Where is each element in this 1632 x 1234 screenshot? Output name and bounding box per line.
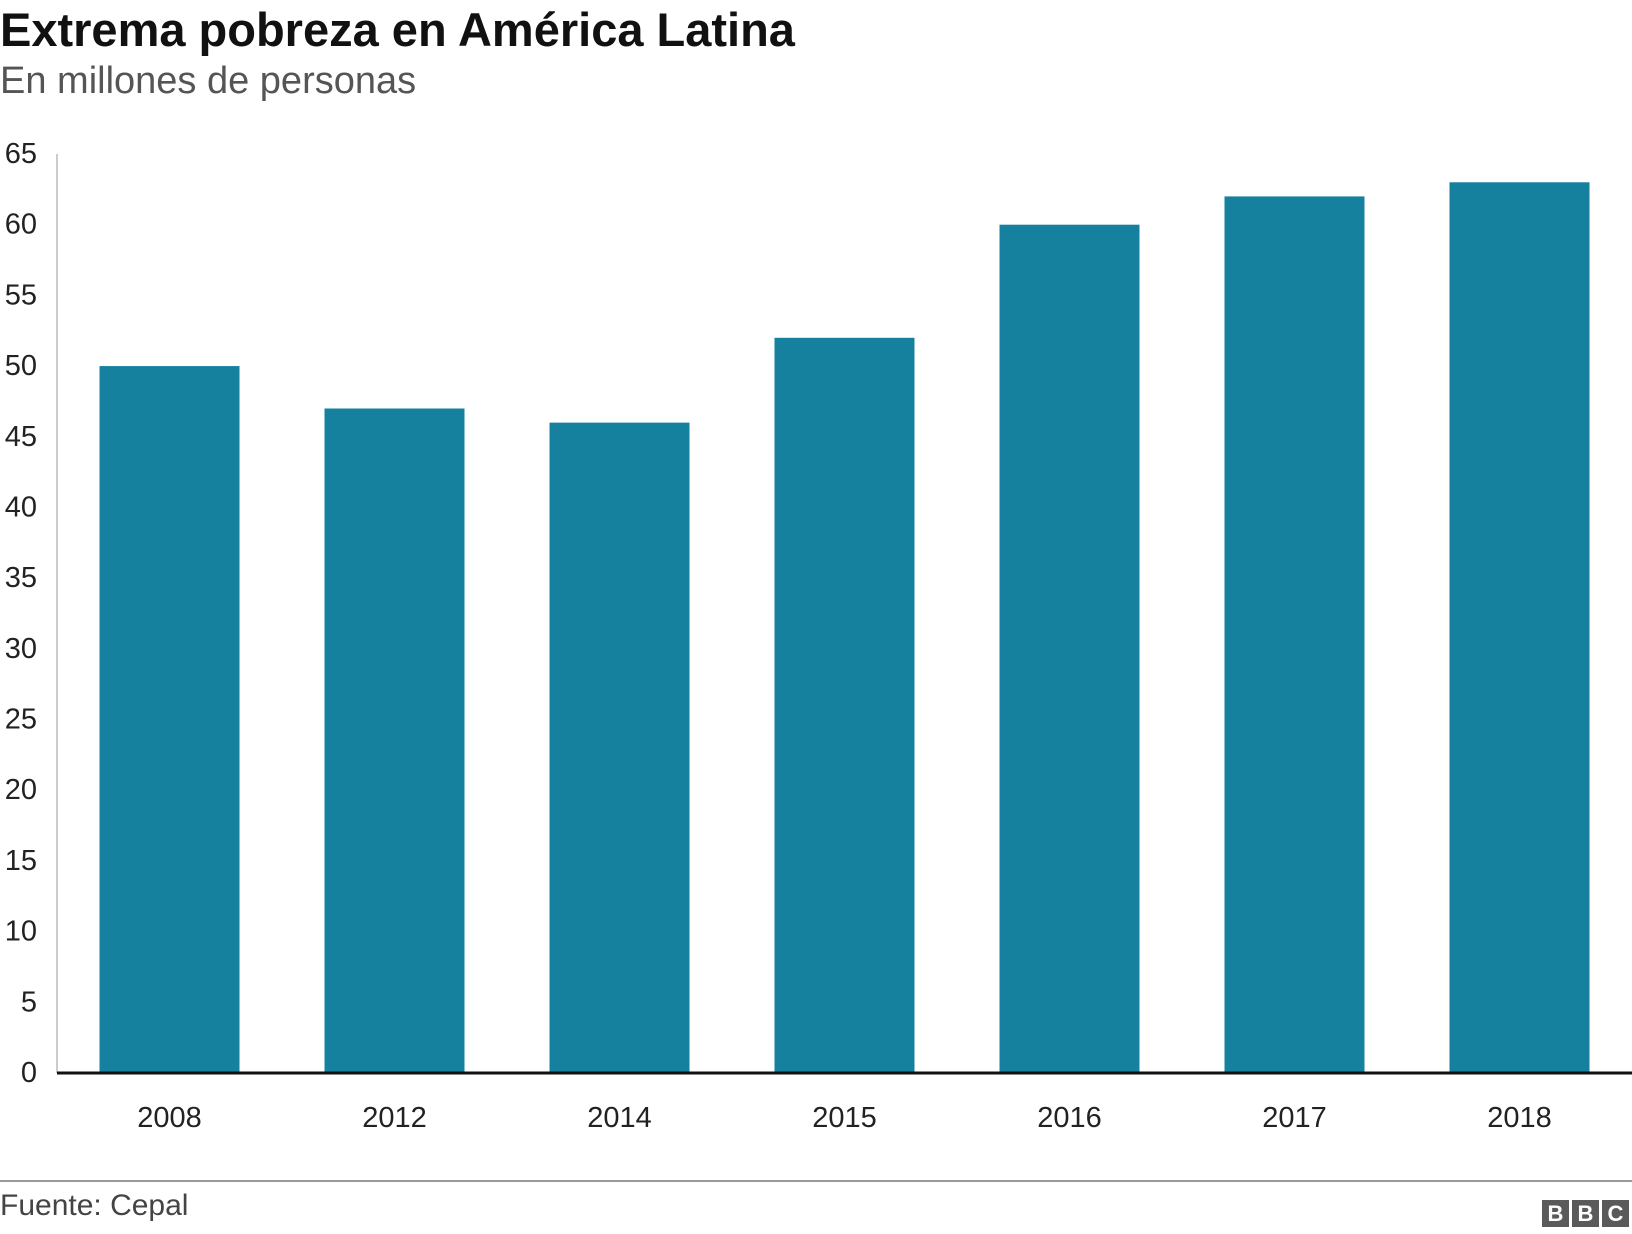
- x-tick-label: 2017: [1262, 1102, 1327, 1134]
- y-tick-label: 25: [5, 704, 37, 736]
- x-tick-label: 2008: [137, 1102, 202, 1134]
- y-axis: 0 5 10 15 20 25 30 35 40 45 50 55 60 65: [5, 138, 58, 1089]
- bar: [99, 366, 240, 1074]
- logo-letter: C: [1602, 1200, 1629, 1227]
- logo-letter: B: [1542, 1200, 1569, 1227]
- logo-letter: B: [1572, 1200, 1599, 1227]
- x-tick-label: 2016: [1037, 1102, 1102, 1134]
- bbc-logo: B B C: [1542, 1200, 1629, 1227]
- x-tick-label: 2015: [812, 1102, 877, 1134]
- y-tick-label: 45: [5, 421, 37, 453]
- y-tick-label: 30: [5, 633, 37, 665]
- x-tick-label: 2014: [587, 1102, 652, 1134]
- bar: [1224, 196, 1365, 1073]
- y-tick-label: 65: [5, 138, 37, 170]
- bar: [774, 337, 915, 1073]
- chart-title: Extrema pobreza en América Latina: [0, 3, 795, 56]
- y-tick-label: 50: [5, 350, 37, 382]
- y-tick-label: 60: [5, 209, 37, 241]
- y-tick-label: 5: [21, 986, 37, 1018]
- y-tick-label: 15: [5, 845, 37, 877]
- footer-divider: [0, 1180, 1632, 1182]
- bar: [549, 422, 690, 1074]
- y-tick-label: 40: [5, 491, 37, 523]
- y-tick-label: 10: [5, 916, 37, 948]
- x-axis: 2008 2012 2014 2015 2016 2017 2018: [57, 1071, 1632, 1134]
- bar: [324, 408, 465, 1073]
- bar: [1449, 182, 1590, 1073]
- y-tick-label: 35: [5, 562, 37, 594]
- bars: [99, 182, 1590, 1074]
- bar: [999, 224, 1140, 1073]
- x-tick-label: 2018: [1487, 1102, 1552, 1134]
- source-note: Fuente: Cepal: [0, 1189, 189, 1222]
- y-tick-label: 20: [5, 774, 37, 806]
- y-tick-label: 0: [21, 1057, 37, 1089]
- y-tick-label: 55: [5, 279, 37, 311]
- chart-subtitle: En millones de personas: [0, 60, 417, 102]
- x-tick-label: 2012: [362, 1102, 427, 1134]
